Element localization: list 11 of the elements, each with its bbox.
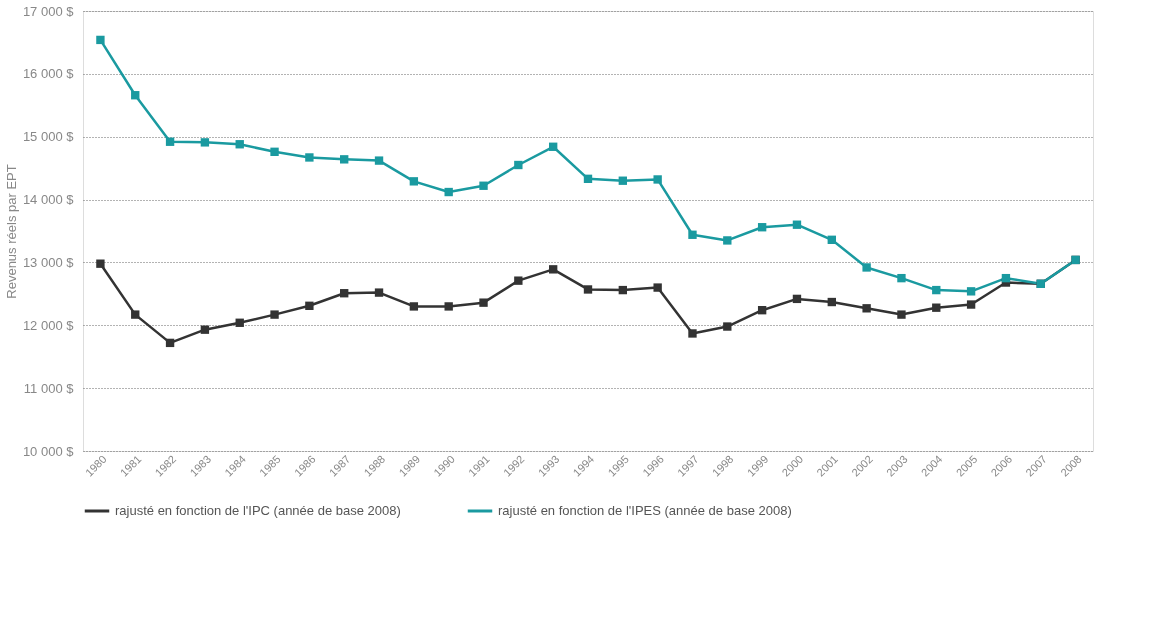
legend-label: rajusté en fonction de l'IPES (année de base 2008) [498, 503, 792, 518]
y-tick-label: 12 000 $ [22, 317, 75, 333]
y-tick-label: 17 000 $ [22, 3, 75, 19]
y-tick-label: 13 000 $ [22, 254, 75, 270]
y-axis-title: Revenus réels par EPT [3, 164, 19, 299]
legend-label: rajusté en fonction de l'IPC (année de base 2008) [115, 503, 401, 518]
y-tick-label: 10 000 $ [22, 443, 75, 459]
y-tick-label: 16 000 $ [22, 66, 75, 82]
y-tick-label: 14 000 $ [22, 192, 75, 208]
y-tick-label: 15 000 $ [22, 129, 75, 145]
y-tick-label: 11 000 $ [23, 380, 75, 396]
